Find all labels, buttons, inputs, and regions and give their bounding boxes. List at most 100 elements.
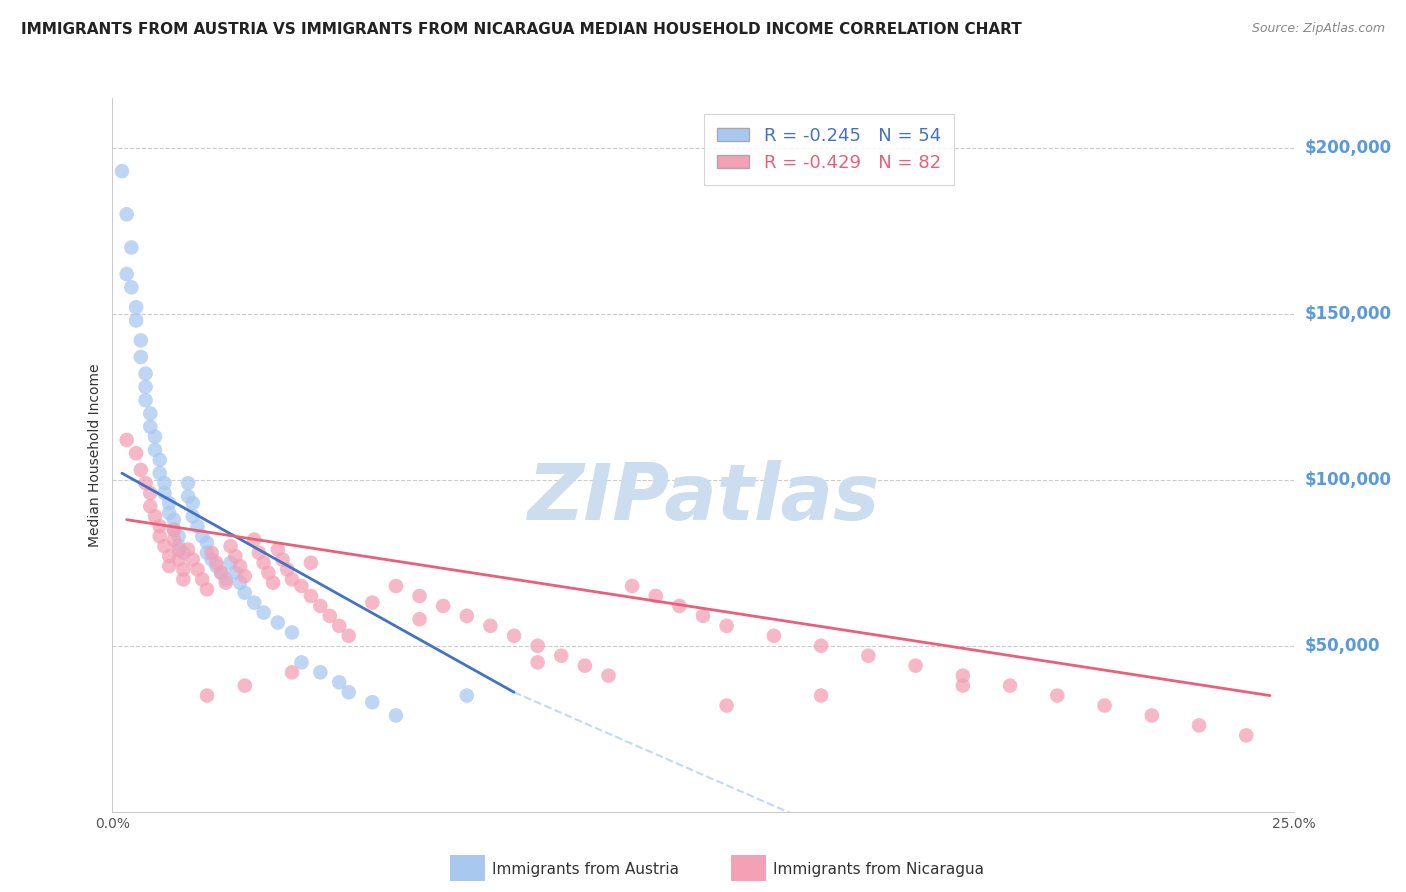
Point [135,380,157,394]
Point [309,599,332,613]
Point [163,523,186,537]
Point [598,668,620,682]
Point [253,556,276,570]
Point [456,689,478,703]
Text: Source: ZipAtlas.com: Source: ZipAtlas.com [1251,22,1385,36]
Point [163,533,186,547]
Point [247,546,270,560]
Point [281,573,304,587]
Point [149,453,172,467]
Point [233,679,256,693]
Point [167,542,190,557]
Point [319,608,342,623]
Point [209,566,232,580]
Text: $100,000: $100,000 [1305,471,1392,489]
Point [526,656,548,670]
Point [177,542,200,557]
Point [253,606,276,620]
Point [115,207,138,221]
Point [125,300,148,314]
Text: Immigrants from Nicaragua: Immigrants from Nicaragua [773,863,984,877]
Point [267,542,290,557]
Point [1188,718,1211,732]
Point [163,523,186,537]
Point [195,546,218,560]
Point [229,575,252,590]
Point [408,612,430,626]
Point [172,562,194,576]
Point [157,496,180,510]
Point [153,476,176,491]
Point [328,675,350,690]
Point [191,529,214,543]
Point [904,658,927,673]
Point [181,496,204,510]
Point [157,559,180,574]
Point [1094,698,1116,713]
Point [668,599,690,613]
Point [337,685,360,699]
Point [143,509,166,524]
Point [115,433,138,447]
Point [224,549,246,563]
Point [139,419,162,434]
Point [205,559,228,574]
Point [129,463,152,477]
Point [810,689,832,703]
Point [716,619,738,633]
Point [181,509,204,524]
Point [191,573,214,587]
Point [479,619,502,633]
Point [120,280,142,294]
Point [243,596,266,610]
Point [385,579,408,593]
Point [139,500,162,514]
Point [337,629,360,643]
Point [1046,689,1069,703]
Point [201,552,224,566]
Text: $200,000: $200,000 [1305,139,1392,157]
Point [157,506,180,520]
Point [224,566,246,580]
Point [172,573,194,587]
Point [716,698,738,713]
Point [574,658,596,673]
Point [215,575,238,590]
Point [143,430,166,444]
Point [215,573,238,587]
Point [209,566,232,580]
Point [167,539,190,553]
Point [125,446,148,460]
Point [177,476,200,491]
Point [129,350,152,364]
Point [257,566,280,580]
Point [762,629,785,643]
Point [271,552,294,566]
Text: Immigrants from Austria: Immigrants from Austria [492,863,679,877]
Point [219,539,242,553]
Point [153,539,176,553]
Point [262,575,284,590]
Point [135,393,157,408]
Point [644,589,666,603]
Point [143,442,166,457]
Point [172,546,194,560]
Y-axis label: Median Household Income: Median Household Income [89,363,103,547]
Point [149,529,172,543]
Point [186,562,208,576]
Point [290,579,312,593]
Point [157,549,180,563]
Point [205,556,228,570]
Point [858,648,880,663]
Point [810,639,832,653]
Point [163,513,186,527]
Point [139,406,162,420]
Point [1234,728,1257,742]
Point [125,313,148,327]
Point [998,679,1021,693]
Point [149,519,172,533]
Point [526,639,548,653]
Point [177,490,200,504]
Point [550,648,572,663]
Point [135,367,157,381]
